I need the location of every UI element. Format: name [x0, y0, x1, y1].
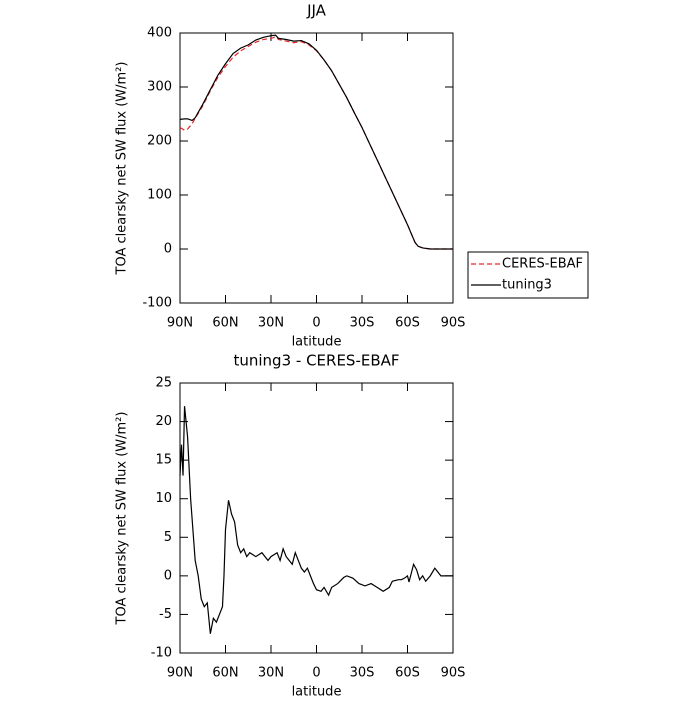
- x-tick-label: 60N: [212, 666, 238, 681]
- x-tick-label: 30S: [350, 316, 375, 331]
- x-tick-label: 30S: [350, 666, 375, 681]
- plot-frame: [179, 382, 454, 654]
- data-line: [179, 36, 453, 250]
- y-tick-label: -10: [151, 646, 172, 661]
- y-tick-label: 10: [155, 491, 172, 506]
- legend-box: [467, 251, 589, 299]
- x-tick-label: 0: [312, 666, 320, 681]
- x-tick-label: 30N: [258, 316, 284, 331]
- y-tick-label: 100: [147, 188, 172, 203]
- y-tick-label: 15: [155, 453, 172, 468]
- y-tick-label: 20: [155, 414, 172, 429]
- x-tick-label: 0: [312, 316, 320, 331]
- y-axis-label: TOA clearsky net SW flux (W/m²): [115, 412, 130, 626]
- y-tick-label: 400: [147, 26, 172, 41]
- x-axis-label: latitude: [292, 685, 342, 700]
- x-tick-label: 30N: [258, 666, 284, 681]
- x-tick-label: 60N: [212, 316, 238, 331]
- y-tick-label: 200: [147, 134, 172, 149]
- data-line: [179, 406, 453, 634]
- x-axis-label: latitude: [292, 335, 342, 350]
- y-tick-label: 0: [164, 242, 172, 257]
- chart-title: tuning3 - CERES-EBAF: [233, 352, 399, 370]
- y-tick-label: 5: [164, 530, 172, 545]
- x-tick-label: 90S: [441, 316, 466, 331]
- legend-label: CERES-EBAF: [502, 257, 583, 272]
- plot-frame: [179, 32, 454, 304]
- x-tick-label: 60S: [395, 666, 420, 681]
- x-tick-label: 90S: [441, 666, 466, 681]
- y-tick-label: -100: [142, 296, 172, 311]
- x-tick-label: 60S: [395, 316, 420, 331]
- y-tick-label: 0: [164, 568, 172, 583]
- chart-title: JJA: [306, 2, 327, 20]
- y-tick-label: 25: [155, 376, 172, 391]
- y-tick-label: -5: [159, 607, 172, 622]
- x-tick-label: 90N: [167, 666, 193, 681]
- data-line: [179, 34, 453, 250]
- legend-label: tuning3: [502, 278, 552, 293]
- y-axis-label: TOA clearsky net SW flux (W/m²): [115, 62, 130, 276]
- y-tick-label: 300: [147, 80, 172, 95]
- x-tick-label: 90N: [167, 316, 193, 331]
